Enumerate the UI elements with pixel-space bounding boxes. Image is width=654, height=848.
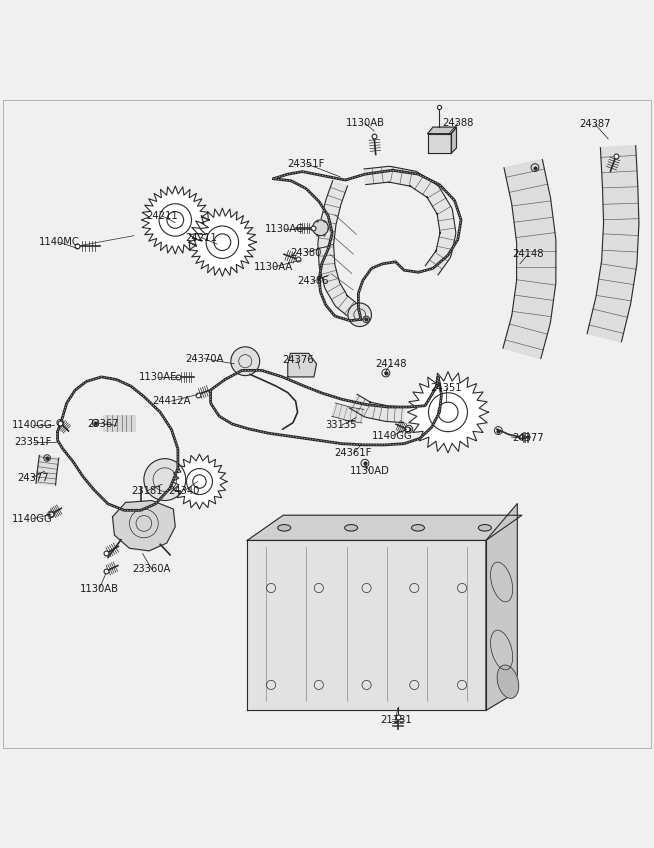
Polygon shape (247, 540, 486, 711)
Text: 24377: 24377 (17, 472, 48, 483)
Polygon shape (486, 504, 517, 711)
Ellipse shape (279, 526, 289, 530)
Text: 1130AE: 1130AE (139, 372, 177, 382)
Text: 24211: 24211 (186, 232, 217, 243)
Ellipse shape (497, 665, 519, 698)
Text: 24148: 24148 (513, 249, 544, 259)
FancyBboxPatch shape (103, 415, 135, 431)
Polygon shape (36, 455, 59, 485)
Text: 1130AB: 1130AB (345, 118, 385, 128)
Polygon shape (247, 516, 522, 540)
Polygon shape (503, 159, 556, 359)
Circle shape (144, 459, 186, 500)
Polygon shape (172, 454, 227, 509)
Text: 24376: 24376 (282, 355, 313, 365)
Text: 24351F: 24351F (287, 159, 325, 169)
Text: 23367: 23367 (88, 419, 119, 429)
Text: 23351F: 23351F (14, 438, 52, 447)
Polygon shape (141, 186, 209, 254)
Text: 24361F: 24361F (334, 449, 372, 459)
Text: 24377: 24377 (513, 433, 544, 444)
Text: 1130AD: 1130AD (350, 466, 389, 476)
Text: 24388: 24388 (442, 118, 473, 128)
Text: 21131: 21131 (380, 715, 411, 724)
Circle shape (348, 303, 371, 326)
Polygon shape (407, 371, 489, 453)
Text: 1140GG: 1140GG (372, 431, 413, 441)
Text: 24351: 24351 (430, 383, 462, 393)
Polygon shape (349, 394, 405, 422)
Text: 33135: 33135 (326, 421, 357, 430)
Text: 1140MC: 1140MC (39, 237, 79, 247)
Polygon shape (364, 166, 456, 275)
Polygon shape (112, 500, 175, 551)
Text: 24386: 24386 (297, 276, 328, 287)
Polygon shape (332, 403, 364, 423)
Text: 24340: 24340 (169, 486, 200, 496)
Text: 24387: 24387 (579, 120, 611, 130)
Text: 24370A: 24370A (185, 354, 223, 364)
Text: 24211: 24211 (146, 211, 178, 221)
Text: 1140GG: 1140GG (12, 514, 53, 524)
Text: 24412A: 24412A (152, 396, 190, 406)
Ellipse shape (413, 526, 423, 530)
Circle shape (313, 220, 328, 236)
Polygon shape (318, 181, 359, 318)
Circle shape (231, 347, 260, 376)
Polygon shape (451, 127, 456, 153)
Polygon shape (288, 354, 317, 377)
Text: 24148: 24148 (375, 359, 407, 369)
Polygon shape (188, 208, 256, 276)
Text: 23181: 23181 (131, 486, 163, 496)
Text: 1140GG: 1140GG (12, 421, 53, 430)
Text: 1130AB: 1130AB (80, 583, 119, 594)
Ellipse shape (346, 526, 356, 530)
Text: 1130AC: 1130AC (265, 224, 304, 234)
Polygon shape (428, 127, 456, 134)
Polygon shape (428, 134, 451, 153)
Text: 1130AA: 1130AA (254, 262, 293, 272)
Polygon shape (587, 146, 639, 342)
Text: 23360A: 23360A (133, 564, 171, 574)
Ellipse shape (480, 526, 490, 530)
Text: 24380: 24380 (290, 248, 322, 258)
